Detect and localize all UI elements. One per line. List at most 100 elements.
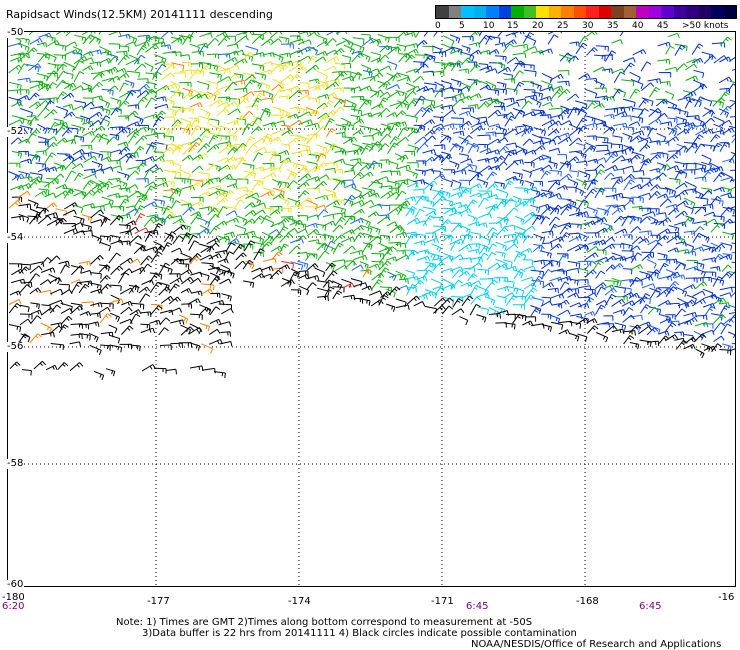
wind-barb bbox=[569, 170, 579, 177]
wind-barb bbox=[253, 248, 265, 261]
wind-barb bbox=[380, 291, 392, 299]
wind-barb bbox=[299, 39, 312, 45]
wind-barb bbox=[667, 126, 677, 137]
lat-label-50: -50 bbox=[6, 27, 25, 38]
wind-barb bbox=[685, 277, 698, 284]
wind-barb bbox=[459, 179, 471, 186]
wind-barb bbox=[549, 135, 562, 143]
wind-barb bbox=[621, 165, 635, 172]
wind-barb bbox=[496, 199, 507, 209]
wind-barb bbox=[414, 95, 426, 107]
wind-barb bbox=[45, 364, 58, 371]
wind-barb bbox=[425, 232, 437, 238]
wind-barb bbox=[116, 50, 128, 57]
wind-barb bbox=[684, 336, 697, 344]
wind-barb bbox=[486, 205, 499, 216]
wind-barb bbox=[371, 253, 385, 259]
wind-barb bbox=[142, 36, 153, 48]
wind-barb bbox=[121, 325, 134, 335]
wind-barb bbox=[153, 182, 169, 188]
wind-barb bbox=[467, 104, 479, 110]
wind-barb bbox=[245, 104, 259, 110]
wind-barb bbox=[530, 81, 542, 91]
wind-barb bbox=[29, 287, 42, 295]
wind-barb bbox=[208, 205, 220, 215]
wind-barb bbox=[35, 150, 47, 156]
wind-barb bbox=[58, 260, 70, 267]
wind-barb bbox=[82, 180, 94, 190]
wind-barb bbox=[299, 144, 311, 152]
legend-label-45: 45 bbox=[657, 21, 669, 31]
wind-barb bbox=[359, 85, 373, 92]
wind-barb bbox=[227, 73, 239, 82]
wind-barb bbox=[683, 343, 696, 350]
wind-barb bbox=[179, 54, 191, 60]
wind-barb bbox=[216, 32, 228, 38]
wind-barb bbox=[540, 170, 551, 180]
wind-barb bbox=[269, 269, 283, 280]
wind-barb bbox=[377, 107, 391, 117]
wind-barb bbox=[712, 322, 726, 333]
wind-barb bbox=[164, 97, 176, 107]
wind-barb bbox=[514, 109, 526, 120]
wind-barb bbox=[369, 203, 383, 209]
wind-barb bbox=[548, 107, 563, 114]
wind-barb bbox=[675, 339, 688, 350]
wind-barb bbox=[629, 154, 641, 162]
wind-barb bbox=[457, 204, 469, 210]
wind-barb bbox=[604, 164, 619, 172]
wind-barb bbox=[234, 73, 244, 81]
wind-barb bbox=[458, 110, 472, 117]
wind-barb bbox=[405, 233, 417, 245]
wind-barb bbox=[368, 192, 380, 198]
wind-barb bbox=[693, 246, 704, 252]
wind-barb bbox=[261, 273, 273, 280]
wind-barb bbox=[596, 249, 607, 256]
wind-barb bbox=[547, 181, 560, 192]
wind-barb bbox=[389, 102, 403, 108]
wind-barb bbox=[613, 71, 626, 84]
wind-barb bbox=[602, 226, 615, 234]
wind-barb bbox=[470, 125, 484, 135]
wind-barb bbox=[621, 145, 634, 153]
wind-barb bbox=[451, 269, 464, 279]
wind-barb bbox=[49, 304, 62, 314]
wind-barb bbox=[19, 304, 30, 313]
wind-barb bbox=[629, 342, 640, 350]
wind-barb bbox=[133, 197, 145, 208]
wind-barb bbox=[47, 121, 60, 134]
wind-barb bbox=[495, 88, 507, 95]
wind-barb bbox=[614, 228, 628, 235]
wind-barb bbox=[37, 215, 52, 225]
wind-barb bbox=[629, 264, 644, 271]
wind-barb bbox=[220, 331, 231, 337]
wind-barb bbox=[533, 180, 543, 187]
wind-barb bbox=[416, 39, 428, 47]
wind-barb bbox=[331, 106, 345, 117]
wind-barb bbox=[659, 262, 669, 272]
wind-barb bbox=[574, 186, 585, 197]
wind-barb bbox=[207, 207, 219, 216]
wind-map-plot[interactable] bbox=[7, 31, 736, 587]
wind-barb bbox=[478, 190, 493, 197]
wind-barb bbox=[629, 215, 639, 225]
wind-barb bbox=[619, 32, 624, 37]
wind-barb bbox=[287, 113, 299, 119]
legend-color-cell bbox=[561, 6, 574, 18]
wind-barb bbox=[595, 45, 609, 52]
wind-barb bbox=[503, 233, 517, 240]
wind-barb bbox=[179, 81, 192, 88]
wind-barb bbox=[541, 139, 557, 146]
wind-barb bbox=[91, 160, 103, 170]
wind-barb bbox=[206, 91, 217, 101]
wind-barb bbox=[439, 190, 451, 199]
legend-label-25: 25 bbox=[557, 21, 569, 31]
wind-barb bbox=[369, 38, 382, 44]
wind-barb bbox=[325, 38, 337, 47]
wind-barb bbox=[656, 112, 668, 120]
wind-barb bbox=[701, 276, 712, 283]
wind-barb bbox=[9, 361, 21, 370]
wind-barb bbox=[711, 129, 725, 136]
wind-barb bbox=[522, 320, 534, 326]
wind-barb bbox=[72, 148, 86, 156]
